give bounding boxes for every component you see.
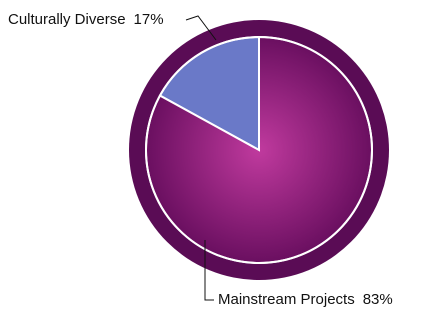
slice-label: Mainstream Projects 83% [218, 291, 393, 308]
slice-value: 83% [363, 291, 393, 308]
slice-value: 17% [134, 11, 164, 28]
slice-label: Culturally Diverse 17% [8, 11, 164, 28]
chart: Culturally Diverse 17% Mainstream Projects… [0, 0, 423, 316]
slices [146, 37, 372, 263]
slice-name: Culturally Diverse [8, 11, 126, 28]
slice-name: Mainstream Projects [218, 291, 355, 308]
